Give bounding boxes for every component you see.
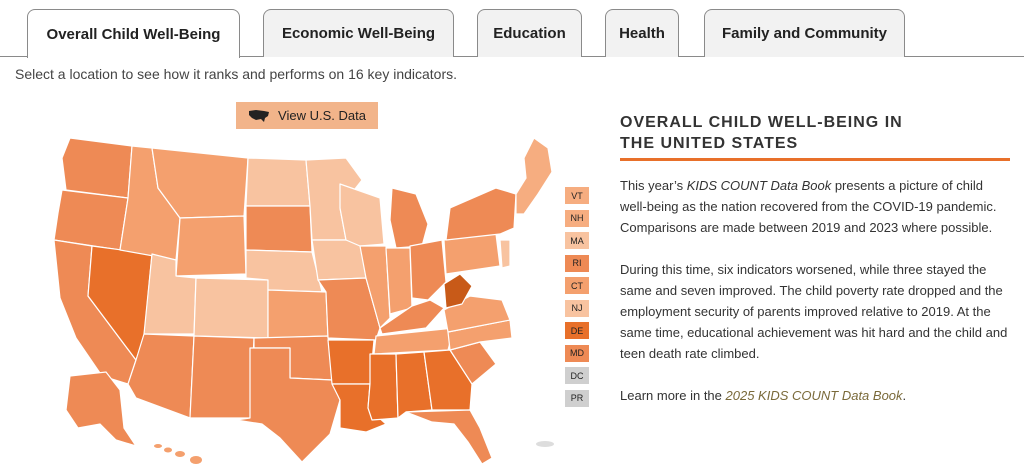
state-or[interactable]: [53, 189, 129, 251]
us-states-map: [53, 137, 554, 465]
tab-overall-child-well-being[interactable]: Overall Child Well-Being: [27, 9, 240, 58]
state-in[interactable]: [385, 247, 413, 315]
small-state-ri[interactable]: RI: [565, 254, 589, 272]
data-book-title: KIDS COUNT Data Book: [686, 178, 832, 193]
state-ky[interactable]: [379, 299, 445, 335]
tab-economic-well-being[interactable]: Economic Well-Being: [263, 9, 454, 57]
small-state-dc[interactable]: DC: [565, 367, 589, 384]
overview-panel: OVERALL CHILD WELL-BEING IN THE UNITED S…: [620, 112, 1010, 406]
small-state-de[interactable]: DE: [565, 322, 589, 339]
tab-family-and-community[interactable]: Family and Community: [704, 9, 905, 57]
state-tx[interactable]: [235, 347, 341, 463]
state-pa[interactable]: [443, 233, 501, 275]
state-sd[interactable]: [245, 205, 313, 253]
tab-bar: Overall Child Well-Being Economic Well-B…: [0, 0, 1024, 58]
data-book-link[interactable]: 2025 KIDS COUNT Data Book: [725, 388, 903, 403]
state-nm[interactable]: [189, 335, 255, 419]
state-ga[interactable]: [423, 349, 473, 411]
state-nd[interactable]: [245, 157, 311, 207]
state-pr-shape: [536, 441, 554, 447]
state-ms[interactable]: [367, 353, 399, 421]
tab-education[interactable]: Education: [477, 9, 582, 57]
learn-more-end: .: [902, 388, 907, 403]
state-wa[interactable]: [61, 137, 133, 199]
state-wi[interactable]: [339, 183, 385, 247]
us-map-icon: [249, 109, 270, 122]
findings-paragraph: During this time, six indicators worsene…: [620, 262, 1008, 361]
learn-more-paragraph: Learn more in the 2025 KIDS COUNT Data B…: [620, 385, 1010, 406]
small-state-ct[interactable]: CT: [565, 277, 589, 294]
state-wv[interactable]: [443, 273, 473, 309]
state-il[interactable]: [359, 245, 391, 329]
state-ia[interactable]: [311, 239, 367, 281]
state-new-england[interactable]: [515, 137, 553, 215]
tab-health[interactable]: Health: [605, 9, 679, 57]
intro-text-start: This year’s: [620, 178, 687, 193]
small-state-nh[interactable]: NH: [565, 209, 589, 227]
state-mi[interactable]: [389, 187, 429, 249]
state-fl[interactable]: [405, 409, 493, 465]
state-ny[interactable]: [445, 187, 517, 241]
view-us-data-label: View U.S. Data: [278, 108, 366, 123]
panel-heading: OVERALL CHILD WELL-BEING IN THE UNITED S…: [620, 112, 1010, 161]
state-co[interactable]: [193, 277, 269, 339]
state-nj-shape[interactable]: [499, 239, 511, 269]
small-state-pr[interactable]: PR: [565, 389, 589, 407]
state-ks[interactable]: [267, 289, 329, 339]
view-us-data-button[interactable]: View U.S. Data: [236, 102, 378, 129]
small-state-md[interactable]: MD: [565, 344, 589, 362]
state-ar[interactable]: [327, 339, 375, 385]
state-hi[interactable]: [154, 444, 202, 464]
learn-more-text: Learn more in the: [620, 388, 726, 403]
state-wy[interactable]: [175, 215, 247, 277]
panel-heading-line1: OVERALL CHILD WELL-BEING IN: [620, 114, 903, 131]
state-oh[interactable]: [409, 239, 447, 301]
state-ak[interactable]: [65, 371, 138, 448]
small-state-vt[interactable]: VT: [565, 187, 589, 204]
small-state-nj[interactable]: NJ: [565, 299, 589, 317]
panel-heading-line2: THE UNITED STATES: [620, 135, 799, 152]
intro-text-end: presents a picture of child well-being a…: [620, 178, 997, 235]
instruction-text: Select a location to see how it ranks an…: [15, 66, 458, 82]
intro-paragraph: This year’s KIDS COUNT Data Book present…: [620, 175, 1010, 238]
small-state-ma[interactable]: MA: [565, 232, 589, 249]
